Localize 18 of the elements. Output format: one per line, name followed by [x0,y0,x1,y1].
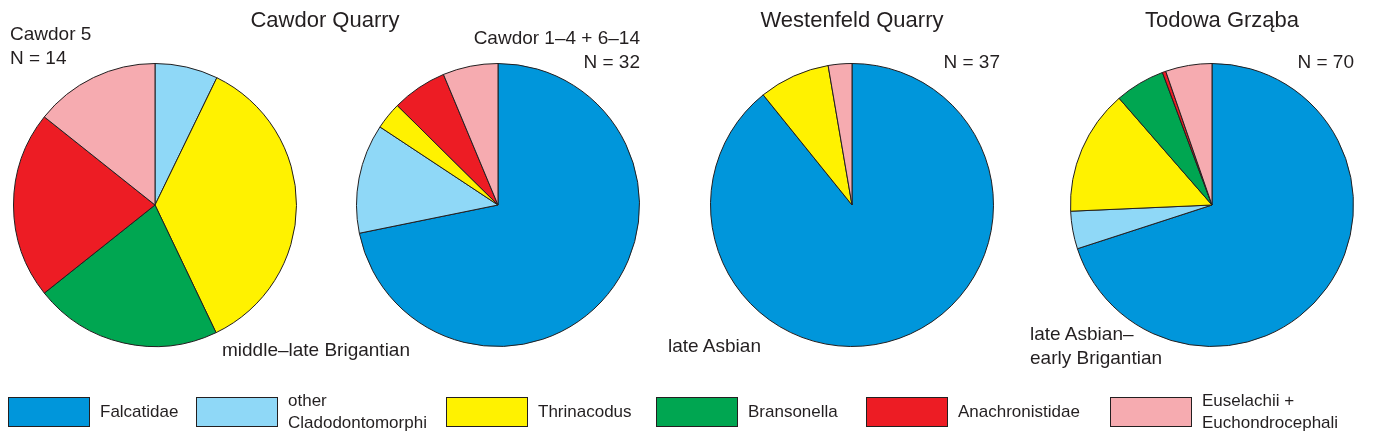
legend-label: Bransonella [748,401,838,423]
chart-title: Todowa Grząba [1143,7,1301,32]
legend-label: other Cladodontomorphi [288,390,427,434]
text: late Asbian [668,334,761,358]
legend-label: Anachronistidae [958,401,1080,423]
legend-label: Thrinacodus [538,401,632,423]
legend-label: Falcatidae [100,401,179,423]
chart-subtitle: Cawdor 1–4 + 6–14 [473,26,640,50]
chart-subtitle: Cawdor 5 [10,22,92,46]
chart-title: Westenfeld Quarry [759,7,945,32]
legend-label: Euselachii + Euchondrocephali [1202,390,1339,434]
chart-title: Cawdor Quarry [249,7,401,32]
text: N = 32 [583,50,640,74]
text: middle–late Brigantian [222,338,411,362]
text: late Asbian– early Brigantian [1030,322,1163,370]
text: N = 14 [10,46,67,70]
text: N = 37 [943,50,1000,74]
text: N = 70 [1297,50,1354,74]
